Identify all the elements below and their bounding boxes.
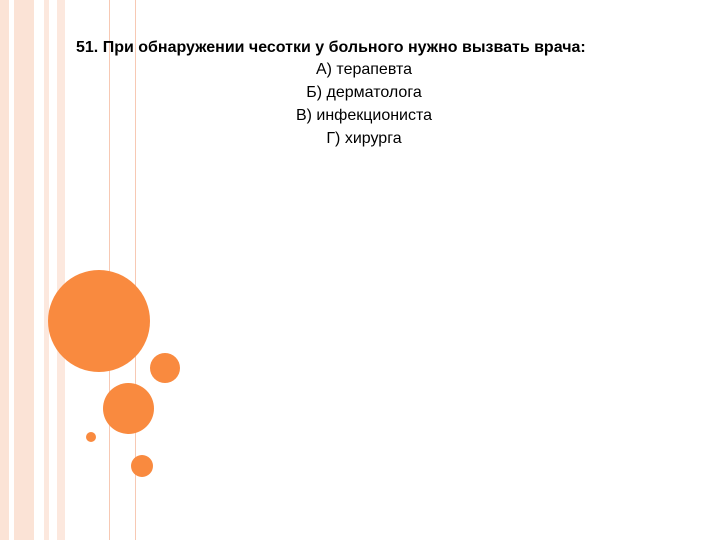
slide-content: 51. При обнаружении чесотки у больного н… [76, 38, 652, 150]
answer-options: А) терапевта Б) дерматолога В) инфекцион… [76, 58, 652, 150]
decorative-stripe [57, 0, 65, 540]
decorative-stripe [0, 0, 9, 540]
decorative-line [109, 0, 110, 540]
decorative-circle-medium [103, 383, 154, 434]
answer-option-a: А) терапевта [315, 61, 413, 78]
decorative-stripe [44, 0, 49, 540]
decorative-stripe [14, 0, 34, 540]
answer-option-d: Г) хирурга [326, 130, 402, 147]
decorative-circle-small [131, 455, 153, 477]
decorative-circle-medium [150, 353, 180, 383]
decorative-circle-tiny [86, 432, 96, 442]
answer-option-c: В) инфекциониста [295, 107, 433, 124]
decorative-circle-large [48, 270, 150, 372]
question-text: 51. При обнаружении чесотки у больного н… [76, 39, 586, 56]
decorative-line [135, 0, 136, 540]
answer-option-b: Б) дерматолога [306, 84, 422, 101]
